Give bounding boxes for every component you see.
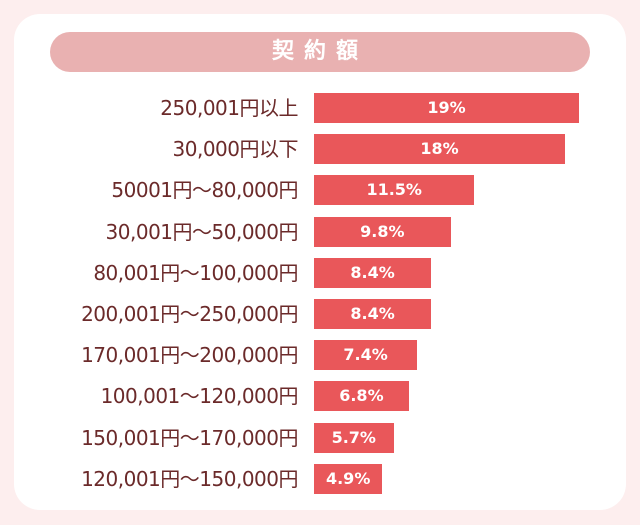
bar: 11.5%: [314, 175, 475, 206]
bar-row: 30,000円以下 18%: [0, 134, 640, 165]
category-label: 30,001円〜50,000円: [105, 219, 299, 244]
chart-title: 契約額: [50, 32, 590, 72]
bar: 19%: [314, 93, 579, 123]
bar-row: 50001円〜80,000円 11.5%: [0, 175, 640, 206]
category-label: 170,001円〜200,000円: [81, 343, 298, 368]
value-label: 9.8%: [360, 221, 405, 241]
value-label: 19%: [427, 98, 466, 117]
value-label: 5.7%: [331, 427, 376, 447]
category-label: 50001円〜80,000円: [111, 178, 298, 203]
bar: 8.4%: [314, 299, 432, 329]
bar: 8.4%: [314, 257, 432, 288]
bar: 5.7%: [314, 422, 394, 453]
value-label: 8.4%: [350, 262, 395, 282]
bar: 7.4%: [314, 340, 418, 371]
value-label: 11.5%: [366, 180, 422, 200]
bar: 18%: [314, 134, 566, 165]
category-label: 80,001円〜100,000円: [93, 260, 298, 285]
category-label: 100,001〜120,000円: [100, 384, 299, 409]
value-label: 6.8%: [339, 386, 384, 406]
bar-row: 200,001円〜250,000円 8.4%: [0, 299, 640, 329]
value-label: 18%: [420, 139, 459, 159]
bar: 9.8%: [314, 216, 451, 247]
bar-row: 80,001円〜100,000円 8.4%: [0, 257, 640, 288]
bar-row: 100,001〜120,000円 6.8%: [0, 381, 640, 412]
bar-row: 250,001円以上 19%: [0, 93, 640, 123]
category-label: 150,001円〜170,000円: [81, 425, 298, 450]
category-label: 200,001円〜250,000円: [81, 302, 298, 326]
bar: 4.9%: [314, 463, 383, 494]
category-label: 120,001円〜150,000円: [81, 466, 298, 491]
value-label: 7.4%: [343, 345, 388, 365]
bar-row: 170,001円〜200,000円 7.4%: [0, 340, 640, 371]
category-label: 250,001円以上: [160, 96, 298, 120]
bar-row: 30,001円〜50,000円 9.8%: [0, 216, 640, 247]
bar-row: 150,001円〜170,000円 5.7%: [0, 422, 640, 453]
bar-row: 120,001円〜150,000円 4.9%: [0, 463, 640, 494]
value-label: 4.9%: [325, 468, 371, 488]
value-label: 8.4%: [350, 304, 395, 323]
bar: 6.8%: [314, 381, 409, 412]
category-label: 30,000円以下: [172, 137, 299, 162]
